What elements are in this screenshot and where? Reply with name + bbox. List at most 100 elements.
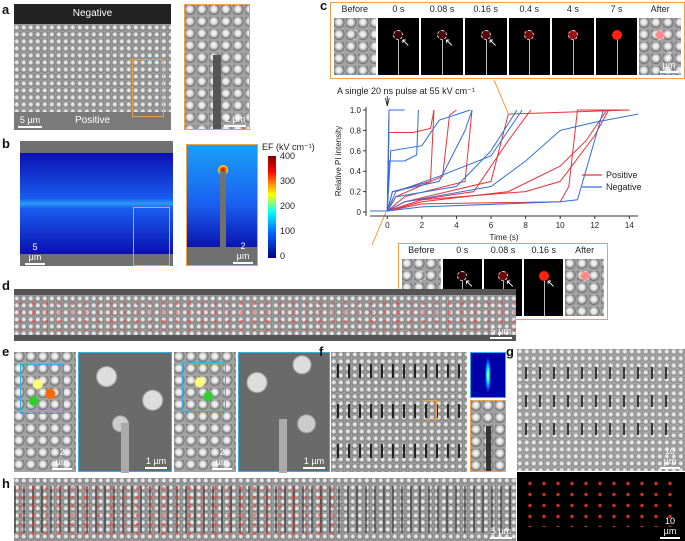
panel-f-label: f [319, 344, 324, 359]
scale-bar: 2 µm [212, 447, 232, 470]
panel-f-field-inset [470, 352, 506, 398]
zoom-region-box [132, 59, 164, 117]
series-line-negative [386, 109, 471, 212]
negative-electrode-label: Negative [14, 4, 171, 24]
electrode-tip [279, 419, 287, 473]
electrode-stem [543, 276, 545, 316]
scale-bar: 5 µm [18, 115, 42, 128]
arrow-icon: ↖ [464, 278, 474, 291]
electrode-stem [616, 35, 618, 75]
frame-label: 0.08 s [490, 245, 516, 255]
panel-e-dic-2: 2 µm [174, 352, 236, 472]
frame-label: 0 s [456, 245, 469, 255]
arrow-icon: ↖ [444, 37, 454, 50]
electrode-array [525, 367, 677, 437]
scale-bar: 2 µm [52, 447, 72, 470]
x-axis-label: Time (s) [489, 233, 518, 242]
electrode-row [337, 364, 461, 378]
scale-bar: 1 µm [303, 456, 325, 469]
arrow-icon: ↖ [505, 278, 515, 291]
callout-line-top [493, 79, 509, 114]
arrow-icon: ↖ [488, 37, 498, 50]
frame-label: Before [341, 4, 369, 14]
pulse-arrow-icon [384, 96, 390, 107]
y-tick-label: 0.8 [350, 126, 362, 135]
zoom-region-box [133, 207, 170, 266]
arrow-icon: ↖ [400, 37, 411, 50]
x-tick-label: 14 [625, 221, 634, 230]
panel-g-fluorescence: 10 µm [517, 472, 685, 541]
cell-outline [349, 30, 360, 41]
frame-image [334, 18, 376, 75]
panel-e-sem-2: 1 µm [238, 352, 330, 473]
x-tick-label: 2 [420, 221, 425, 230]
panel-a-label: a [2, 2, 10, 17]
panel-c-label: c [320, 0, 328, 13]
y-tick-label: 0.6 [350, 147, 362, 156]
y-tick-label: 0 [357, 208, 362, 217]
x-tick-label: 4 [454, 221, 459, 230]
y-axis-label: Relative PI intensity [334, 126, 343, 196]
panel-h-image: 5 µm [14, 478, 516, 541]
frame-0: Before [333, 4, 377, 77]
frame-label: After [575, 245, 595, 255]
series-line-negative [387, 113, 639, 212]
electrode-tip [486, 426, 491, 471]
y-tick-label: 0.2 [350, 188, 362, 197]
fluorescent-cells [14, 299, 516, 331]
frame-2: 0.08 s ↖ [420, 4, 464, 77]
frame-label: After [650, 4, 670, 14]
callout-line-bottom [371, 211, 387, 246]
frame-4: 0.4 s [508, 4, 552, 77]
cell-outline [416, 271, 427, 282]
cell-outline [393, 30, 404, 41]
electrode-row [337, 404, 461, 418]
cell-outline [480, 30, 491, 41]
series-line-positive [387, 109, 608, 212]
scale-bar: 5 µm [25, 242, 45, 265]
electrode-stem [485, 35, 487, 75]
frame-image [552, 18, 594, 75]
frame-4: After [564, 245, 605, 318]
scale-bar: 10 µm [660, 516, 680, 539]
zoom-region-box [20, 364, 64, 414]
x-tick-label: 6 [489, 221, 494, 230]
arrow-icon: ↖ [546, 278, 556, 291]
x-tick-label: 0 [385, 221, 390, 230]
x-tick-label: 10 [556, 221, 565, 230]
scale-bar: 5 µm [490, 526, 512, 539]
legend-label: Negative [606, 182, 642, 192]
electrode-bottom [14, 335, 516, 341]
series-line-positive [387, 109, 630, 212]
colorbar-tick: 100 [280, 226, 296, 236]
panel-d-label: d [2, 278, 10, 293]
series-line-positive [370, 109, 396, 212]
scale-bar: 2 µm [660, 50, 678, 73]
frame-label: 4 s [566, 4, 579, 14]
fluorescent-cells [14, 484, 344, 535]
frame-label: 0.08 s [429, 4, 455, 14]
scale-bar: 10 µm [660, 446, 680, 469]
electrode-stem [572, 35, 574, 75]
frame-image: ↖ [377, 18, 420, 75]
panel-f-image [331, 352, 467, 472]
panel-e-label: e [2, 344, 10, 359]
colorbar-tick: 200 [280, 201, 296, 211]
series-line-negative [386, 109, 473, 212]
scale-bar: 2 µm [233, 241, 253, 264]
frame-label: Before [408, 245, 435, 255]
cell-outline [538, 271, 549, 282]
electrode-top [14, 289, 516, 295]
electrode-tip [213, 55, 221, 129]
cell-outline [567, 30, 578, 41]
frame-image [565, 259, 604, 316]
panel-a-image: Negative Positive 5 µm [14, 4, 171, 130]
legend-label: Positive [606, 170, 638, 180]
panel-g-label: g [506, 344, 514, 359]
positive-electrode-label: Positive [14, 112, 171, 130]
scale-bar: 2 µm [224, 114, 246, 127]
panel-h-label: h [2, 476, 10, 491]
panel-g-dic: 10 µm [517, 349, 685, 471]
frame-image: ↖ [524, 259, 564, 316]
colorbar [268, 156, 276, 258]
